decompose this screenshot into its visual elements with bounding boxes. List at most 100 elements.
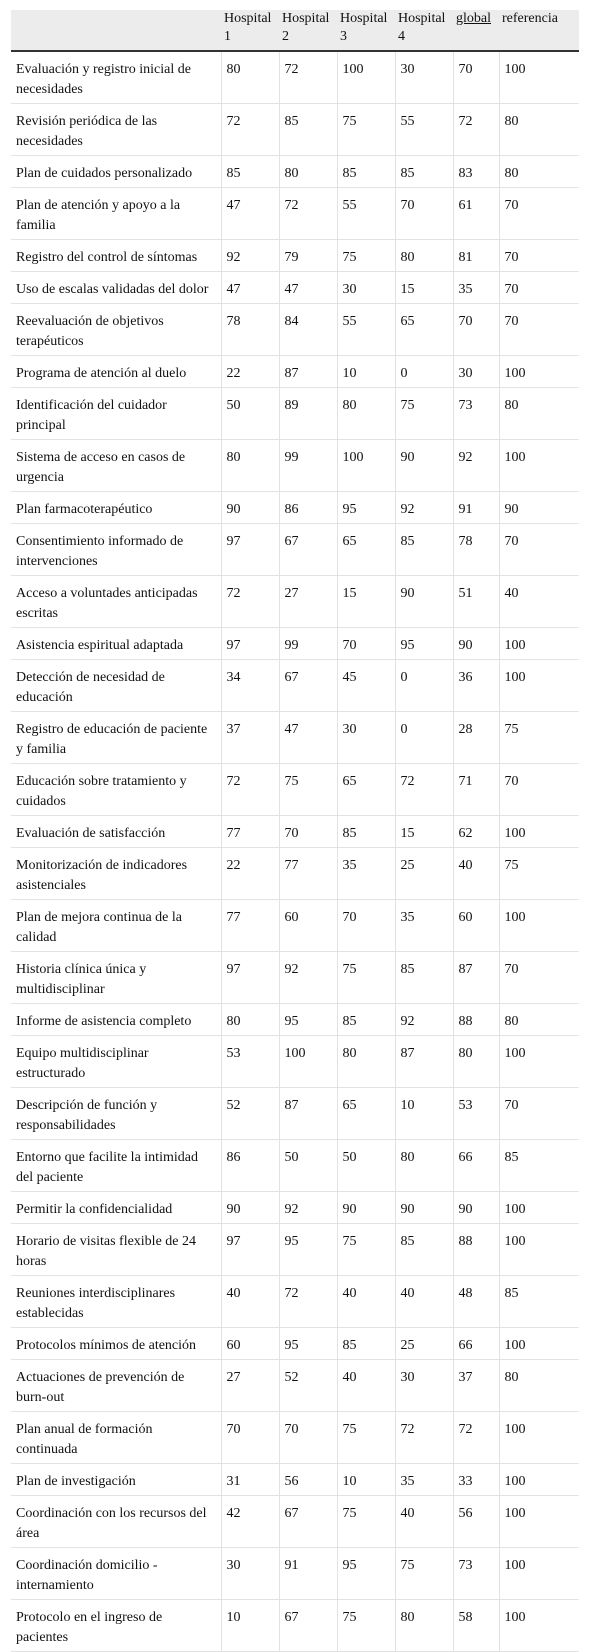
cell-value: 95 — [278, 1327, 337, 1360]
table-row: Evaluación y registro inicial de necesid… — [11, 51, 579, 104]
cell-value: 95 — [278, 1223, 337, 1276]
cell-value: 85 — [278, 103, 337, 156]
row-label: Actuaciones de prevención de burn-out — [11, 1359, 221, 1412]
table-row: Uso de escalas validadas del dolor 47 47 30… — [11, 271, 579, 304]
cell-value: 50 — [336, 1139, 395, 1192]
cell-value: 70 — [394, 187, 453, 240]
cell-value: 40 — [394, 1275, 453, 1328]
cell-value: 80 — [220, 1003, 279, 1036]
table-row: Protocolo en el ingreso de pacientes 10 67… — [11, 1599, 579, 1652]
cell-value: 70 — [220, 1411, 279, 1464]
cell-value: 30 — [452, 355, 499, 388]
cell-value: 73 — [452, 1547, 499, 1600]
column-header: Hospital 3 — [337, 10, 395, 52]
cell-value: 85 — [220, 155, 279, 188]
cell-value: 72 — [278, 51, 337, 104]
row-label: Plan anual de formación continuada — [11, 1411, 221, 1464]
cell-value: 91 — [452, 491, 499, 524]
cell-value: 80 — [498, 155, 579, 188]
cell-value: 55 — [336, 303, 395, 356]
cell-value: 100 — [498, 1547, 579, 1600]
cell-value: 88 — [452, 1003, 499, 1036]
cell-value: 85 — [498, 1275, 579, 1328]
cell-value: 35 — [336, 847, 395, 900]
cell-value: 27 — [278, 575, 337, 628]
row-label: Protocolos mínimos de atención — [11, 1327, 221, 1360]
cell-value: 100 — [498, 1223, 579, 1276]
cell-value: 70 — [278, 815, 337, 848]
table-row: Plan de investigación 31 56 10 35 33 100 — [11, 1463, 579, 1496]
cell-value: 27 — [220, 1359, 279, 1412]
cell-value: 25 — [394, 1327, 453, 1360]
cell-value: 77 — [220, 899, 279, 952]
row-label: Uso de escalas validadas del dolor — [11, 271, 221, 304]
cell-value: 40 — [336, 1359, 395, 1412]
cell-value: 72 — [452, 103, 499, 156]
cell-value: 53 — [220, 1035, 279, 1088]
cell-value: 75 — [278, 763, 337, 816]
row-label: Revisión periódica de las necesidades — [11, 103, 221, 156]
cell-value: 72 — [220, 575, 279, 628]
table-row: Registro del control de síntomas 92 79 75 80… — [11, 239, 579, 272]
cell-value: 72 — [220, 763, 279, 816]
cell-value: 80 — [498, 103, 579, 156]
cell-value: 86 — [220, 1139, 279, 1192]
cell-value: 80 — [394, 1599, 453, 1652]
cell-value: 77 — [220, 815, 279, 848]
table-body: Evaluación y registro inicial de necesid… — [11, 51, 579, 1652]
cell-value: 30 — [394, 51, 453, 104]
column-header: Hospital 2 — [279, 10, 337, 52]
row-label: Plan farmacoterapéutico — [11, 491, 221, 524]
row-label: Permitir la confidencialidad — [11, 1191, 221, 1224]
cell-value: 100 — [498, 1495, 579, 1548]
cell-value: 55 — [336, 187, 395, 240]
cell-value: 70 — [498, 951, 579, 1004]
cell-value: 84 — [278, 303, 337, 356]
cell-value: 80 — [498, 1003, 579, 1036]
table-row: Reevaluación de objetivos terapéuticos 78… — [11, 303, 579, 356]
cell-value: 58 — [452, 1599, 499, 1652]
cell-value: 47 — [278, 711, 337, 764]
table-row: Educación sobre tratamiento y cuidados 72… — [11, 763, 579, 816]
cell-value: 65 — [394, 303, 453, 356]
cell-value: 92 — [278, 1191, 337, 1224]
table-row: Actuaciones de prevención de burn-out 27 5… — [11, 1359, 579, 1412]
cell-value: 22 — [220, 355, 279, 388]
cell-value: 100 — [278, 1035, 337, 1088]
row-label: Equipo multidisciplinar estructurado — [11, 1035, 221, 1088]
cell-value: 75 — [336, 951, 395, 1004]
cell-value: 90 — [394, 1191, 453, 1224]
cell-value: 75 — [336, 239, 395, 272]
row-label: Consentimiento informado de intervencion… — [11, 523, 221, 576]
cell-value: 72 — [394, 763, 453, 816]
cell-value: 40 — [452, 847, 499, 900]
row-label: Entorno que facilite la intimidad del pa… — [11, 1139, 221, 1192]
cell-value: 36 — [452, 659, 499, 712]
cell-value: 40 — [220, 1275, 279, 1328]
cell-value: 0 — [394, 711, 453, 764]
cell-value: 72 — [278, 1275, 337, 1328]
row-label: Identificación del cuidador principal — [11, 387, 221, 440]
cell-value: 100 — [336, 439, 395, 492]
row-label: Registro del control de síntomas — [11, 239, 221, 272]
cell-value: 90 — [220, 1191, 279, 1224]
cell-value: 25 — [394, 847, 453, 900]
cell-value: 67 — [278, 1599, 337, 1652]
row-label: Plan de investigación — [11, 1463, 221, 1496]
cell-value: 70 — [498, 1087, 579, 1140]
cell-value: 85 — [336, 1003, 395, 1036]
cell-value: 78 — [220, 303, 279, 356]
cell-value: 85 — [394, 523, 453, 576]
cell-value: 70 — [498, 239, 579, 272]
data-table: Hospital 1 Hospital 2 Hospital 3 Hospital 4… — [11, 10, 579, 1652]
table-row: Registro de educación de paciente y fami… — [11, 711, 579, 764]
column-header — [11, 10, 221, 52]
row-label: Historia clínica única y multidisciplina… — [11, 951, 221, 1004]
table-row: Revisión periódica de las necesidades 72 8… — [11, 103, 579, 156]
cell-value: 15 — [394, 271, 453, 304]
header-row: Hospital 1 Hospital 2 Hospital 3 Hospital 4… — [11, 10, 579, 52]
cell-value: 47 — [220, 271, 279, 304]
table-row: Plan de mejora continua de la calidad 77 6… — [11, 899, 579, 952]
cell-value: 100 — [498, 815, 579, 848]
